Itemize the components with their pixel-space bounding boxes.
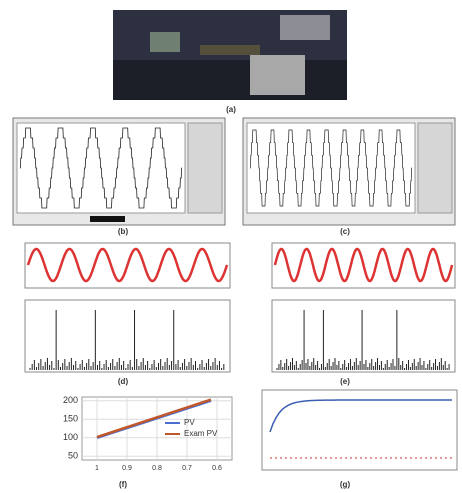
- waveform: [26, 247, 229, 283]
- photo: [113, 10, 347, 100]
- legend-label: Exam PV: [184, 429, 218, 438]
- y-tick-label: 50: [68, 451, 78, 461]
- x-tick-label: 1: [95, 465, 99, 472]
- y-tick-label: 150: [63, 414, 78, 424]
- caption: (c): [340, 227, 350, 236]
- x-tick-label: 0.7: [182, 465, 192, 472]
- legend-label: PV: [184, 418, 195, 427]
- decoration: [20, 127, 454, 459]
- fft-frame: [24, 299, 231, 373]
- caption: (a): [226, 105, 236, 114]
- caption: (d): [118, 377, 129, 386]
- curve: [269, 399, 452, 433]
- caption: (f): [119, 480, 127, 489]
- waveform: [20, 127, 182, 209]
- scope-b: [12, 117, 226, 226]
- caption: (g): [340, 480, 351, 489]
- series-line: [96, 398, 212, 439]
- fft-frame: [271, 299, 456, 373]
- caption: (b): [118, 227, 129, 236]
- x-tick-label: 0.9: [122, 465, 132, 472]
- waveform: [273, 247, 454, 283]
- x-tick-label: 0.6: [212, 465, 222, 472]
- waveform: [250, 129, 412, 207]
- y-tick-label: 100: [63, 432, 78, 442]
- y-tick-label: 200: [63, 395, 78, 405]
- x-tick-label: 0.8: [152, 465, 162, 472]
- caption: (e): [340, 377, 350, 386]
